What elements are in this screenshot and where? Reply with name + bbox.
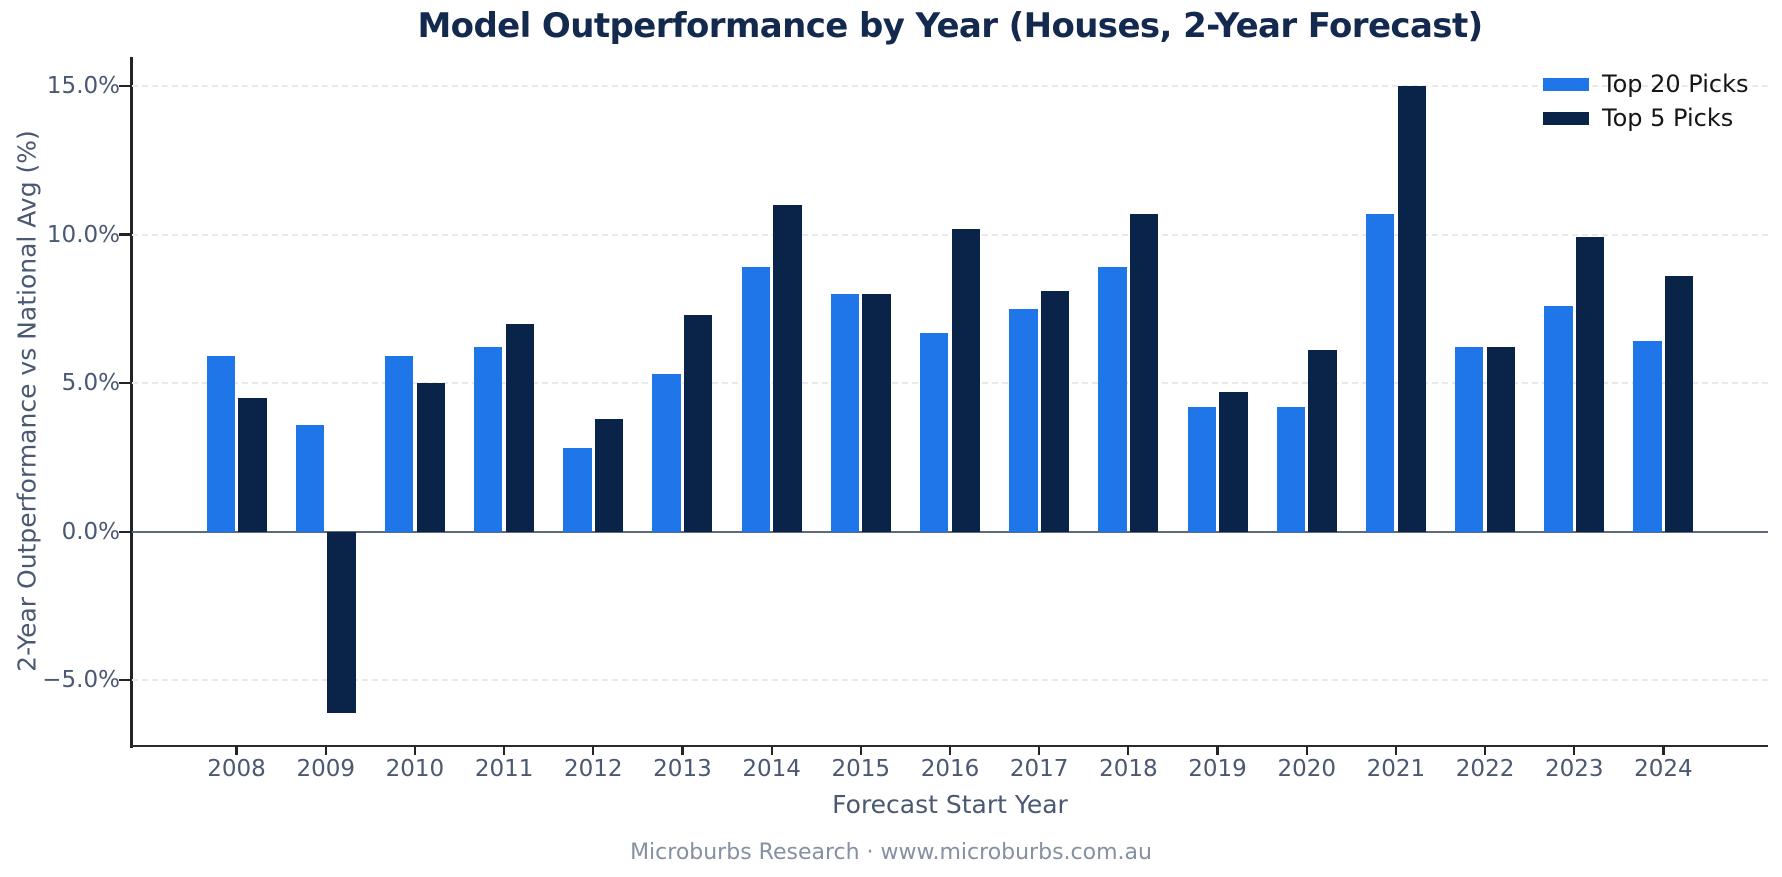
x-tick-label-2011: 2011 [474, 756, 534, 782]
y-tick-label-5: 5.0% [61, 370, 120, 397]
x-tick-2010 [413, 746, 416, 755]
bar-top-5-picks-2019 [1219, 392, 1248, 532]
y-axis-spine [130, 57, 133, 748]
bar-top-5-picks-2017 [1040, 290, 1070, 532]
bar-top-20-picks-2018 [1098, 267, 1127, 532]
x-tick-2016 [948, 746, 952, 755]
bar-top-20-picks-2010 [384, 356, 414, 532]
x-axis-spine [130, 744, 1768, 748]
bar-top-5-picks-2013 [684, 314, 713, 532]
bar-top-20-picks-2013 [652, 374, 681, 532]
y-tick-5 [119, 382, 130, 385]
x-tick-label-2012: 2012 [563, 756, 623, 782]
x-tick-label-2019: 2019 [1188, 756, 1247, 782]
gridline-15 [132, 84, 1768, 87]
bar-top-5-picks-2021 [1397, 85, 1426, 532]
x-tick-label-2018: 2018 [1099, 756, 1158, 782]
bar-top-20-picks-2017 [1009, 308, 1038, 532]
source-attribution: Microburbs Research · www.microburbs.com… [630, 840, 1152, 865]
x-axis-title: Forecast Start Year [832, 790, 1068, 819]
y-tick--5 [119, 679, 130, 682]
legend: Top 20 Picks Top 5 Picks [1543, 69, 1749, 137]
legend-swatch-top5 [1543, 111, 1589, 125]
bar-top-20-picks-2024 [1633, 341, 1662, 532]
y-tick-label-10: 10.0% [46, 221, 120, 248]
bar-top-5-picks-2016 [951, 228, 980, 532]
y-tick-label-15: 15.0% [46, 72, 120, 99]
bar-top-20-picks-2015 [830, 293, 860, 532]
x-tick-label-2008: 2008 [207, 756, 266, 782]
bar-top-5-picks-2008 [238, 397, 267, 532]
gridline--5 [132, 679, 1768, 682]
bar-top-5-picks-2024 [1665, 276, 1694, 532]
legend-swatch-top20 [1543, 77, 1589, 91]
x-tick-2021 [1394, 746, 1397, 755]
bar-top-5-picks-2010 [416, 383, 445, 532]
x-tick-2023 [1573, 746, 1576, 755]
x-tick-label-2020: 2020 [1277, 756, 1336, 782]
bar-top-5-picks-2018 [1129, 213, 1159, 532]
chart-title: Model Outperformance by Year (Houses, 2-… [417, 6, 1483, 46]
y-tick-15 [119, 84, 130, 87]
x-tick-2014 [770, 746, 773, 755]
legend-row-top20: Top 20 Picks [1543, 69, 1749, 99]
bar-top-20-picks-2009 [295, 424, 325, 532]
x-tick-label-2013: 2013 [653, 756, 712, 782]
y-tick-0 [119, 530, 130, 533]
y-axis-title: 2-Year Outperformance vs National Avg (%… [12, 130, 42, 672]
bar-top-20-picks-2020 [1276, 406, 1306, 532]
legend-label-top20: Top 20 Picks [1602, 70, 1749, 98]
x-tick-2012 [592, 746, 595, 755]
plot-area [119, 57, 1768, 755]
x-tick-2009 [324, 746, 327, 755]
bar-top-20-picks-2021 [1365, 213, 1395, 532]
bar-top-20-picks-2011 [474, 347, 503, 532]
x-tick-label-2015: 2015 [831, 756, 891, 782]
x-tick-label-2016: 2016 [920, 756, 980, 782]
legend-row-top5: Top 5 Picks [1543, 103, 1749, 133]
x-tick-2024 [1662, 746, 1665, 755]
x-tick-label-2010: 2010 [385, 756, 445, 782]
bar-top-5-picks-2009 [327, 531, 356, 713]
x-tick-label-2021: 2021 [1366, 756, 1426, 782]
bar-top-5-picks-2012 [594, 418, 624, 532]
y-tick-label-0: 0.0% [61, 518, 120, 545]
bar-top-20-picks-2008 [206, 356, 235, 532]
x-tick-label-2014: 2014 [742, 756, 801, 782]
bar-top-5-picks-2011 [505, 323, 535, 532]
x-tick-2019 [1216, 746, 1219, 755]
x-tick-2015 [859, 746, 862, 755]
bar-top-20-picks-2019 [1187, 406, 1216, 532]
x-tick-label-2023: 2023 [1544, 756, 1604, 782]
x-tick-2011 [503, 746, 506, 755]
bar-top-5-picks-2015 [862, 293, 891, 532]
x-tick-2020 [1305, 746, 1308, 755]
bar-top-5-picks-2023 [1575, 237, 1605, 532]
x-tick-2008 [235, 746, 238, 755]
bar-top-20-picks-2012 [563, 448, 592, 532]
legend-label-top5: Top 5 Picks [1602, 104, 1734, 132]
y-tick-10 [119, 233, 130, 236]
bar-top-5-picks-2014 [773, 204, 802, 532]
x-tick-label-2024: 2024 [1634, 756, 1693, 782]
bar-top-5-picks-2022 [1486, 347, 1516, 532]
gridline-5 [132, 382, 1768, 385]
bar-top-5-picks-2020 [1308, 350, 1337, 532]
x-tick-2018 [1127, 746, 1130, 755]
x-tick-label-2017: 2017 [1009, 756, 1069, 782]
y-tick-label--5: −5.0% [42, 667, 120, 694]
bar-top-20-picks-2016 [920, 332, 949, 532]
x-tick-label-2022: 2022 [1455, 756, 1515, 782]
x-tick-2017 [1038, 746, 1041, 755]
gridline-10 [132, 233, 1768, 236]
bar-top-20-picks-2014 [741, 267, 771, 532]
bar-top-20-picks-2023 [1544, 305, 1573, 532]
x-tick-label-2009: 2009 [296, 756, 355, 782]
x-tick-2013 [681, 746, 684, 755]
bar-top-20-picks-2022 [1455, 347, 1484, 532]
x-tick-2022 [1483, 746, 1487, 755]
zero-line [132, 530, 1768, 533]
